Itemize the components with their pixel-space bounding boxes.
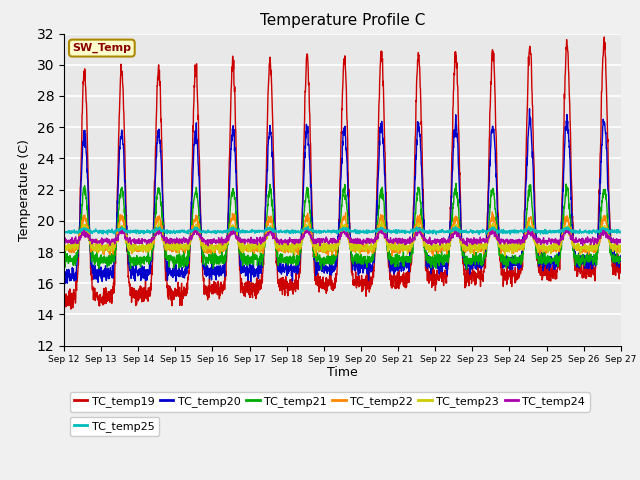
TC_temp22 (312, 253, 320, 259)
TC_temp19 (568, 187, 575, 193)
X-axis label: Time: Time (327, 366, 358, 379)
TC_temp25 (60, 229, 68, 235)
TC_temp19 (617, 270, 625, 276)
TC_temp22 (60, 244, 68, 250)
TC_temp24 (568, 236, 576, 242)
TC_temp20 (216, 268, 223, 274)
TC_temp22 (505, 243, 513, 249)
TC_temp23 (216, 243, 223, 249)
TC_temp20 (60, 269, 68, 275)
TC_temp23 (617, 245, 625, 251)
TC_temp20 (359, 262, 367, 268)
TC_temp24 (505, 238, 513, 243)
TC_temp24 (216, 238, 223, 244)
TC_temp24 (416, 225, 424, 230)
Line: TC_temp24: TC_temp24 (64, 228, 621, 246)
Line: TC_temp20: TC_temp20 (64, 109, 621, 283)
TC_temp22 (584, 248, 591, 253)
TC_temp24 (359, 239, 367, 245)
TC_temp22 (359, 244, 367, 250)
TC_temp21 (452, 180, 460, 186)
TC_temp21 (584, 256, 591, 262)
TC_temp24 (584, 234, 591, 240)
Title: Temperature Profile C: Temperature Profile C (260, 13, 425, 28)
TC_temp25 (568, 227, 576, 233)
TC_temp19 (67, 306, 75, 312)
TC_temp21 (60, 258, 68, 264)
TC_temp19 (216, 296, 223, 301)
TC_temp23 (505, 246, 513, 252)
TC_temp19 (371, 252, 379, 258)
TC_temp22 (488, 209, 496, 215)
Line: TC_temp25: TC_temp25 (64, 227, 621, 234)
TC_temp20 (61, 280, 69, 286)
TC_temp23 (584, 244, 591, 250)
TC_temp22 (216, 241, 223, 247)
TC_temp24 (204, 243, 212, 249)
TC_temp24 (617, 237, 625, 242)
TC_temp23 (60, 246, 68, 252)
TC_temp23 (568, 238, 576, 244)
TC_temp21 (617, 257, 625, 263)
TC_temp19 (60, 288, 68, 294)
TC_temp22 (617, 248, 625, 254)
Text: SW_Temp: SW_Temp (72, 43, 131, 53)
TC_temp21 (505, 257, 513, 263)
TC_temp25 (505, 229, 513, 235)
Legend: TC_temp25: TC_temp25 (70, 417, 159, 436)
TC_temp20 (617, 253, 625, 259)
TC_temp25 (216, 229, 223, 235)
TC_temp22 (371, 240, 379, 245)
TC_temp19 (600, 34, 608, 40)
TC_temp25 (452, 224, 460, 229)
TC_temp21 (317, 267, 325, 273)
TC_temp19 (584, 265, 591, 271)
TC_temp25 (371, 228, 378, 234)
Line: TC_temp22: TC_temp22 (64, 212, 621, 256)
TC_temp25 (476, 231, 483, 237)
TC_temp22 (568, 236, 576, 241)
TC_temp19 (504, 273, 512, 279)
TC_temp23 (378, 217, 385, 223)
TC_temp20 (525, 106, 533, 112)
TC_temp21 (216, 255, 223, 261)
TC_temp25 (584, 230, 591, 236)
TC_temp20 (584, 259, 591, 265)
TC_temp23 (501, 253, 509, 259)
TC_temp19 (359, 282, 367, 288)
Y-axis label: Temperature (C): Temperature (C) (18, 139, 31, 240)
TC_temp20 (568, 223, 576, 229)
TC_temp21 (371, 249, 379, 255)
TC_temp25 (358, 229, 366, 235)
TC_temp23 (371, 240, 378, 246)
Line: TC_temp23: TC_temp23 (64, 220, 621, 256)
TC_temp21 (359, 255, 367, 261)
TC_temp24 (371, 235, 379, 241)
TC_temp20 (504, 260, 512, 266)
TC_temp21 (568, 237, 576, 242)
TC_temp20 (371, 243, 379, 249)
Line: TC_temp19: TC_temp19 (64, 37, 621, 309)
TC_temp25 (617, 228, 625, 234)
TC_temp24 (60, 239, 68, 244)
Line: TC_temp21: TC_temp21 (64, 183, 621, 270)
TC_temp23 (358, 244, 366, 250)
